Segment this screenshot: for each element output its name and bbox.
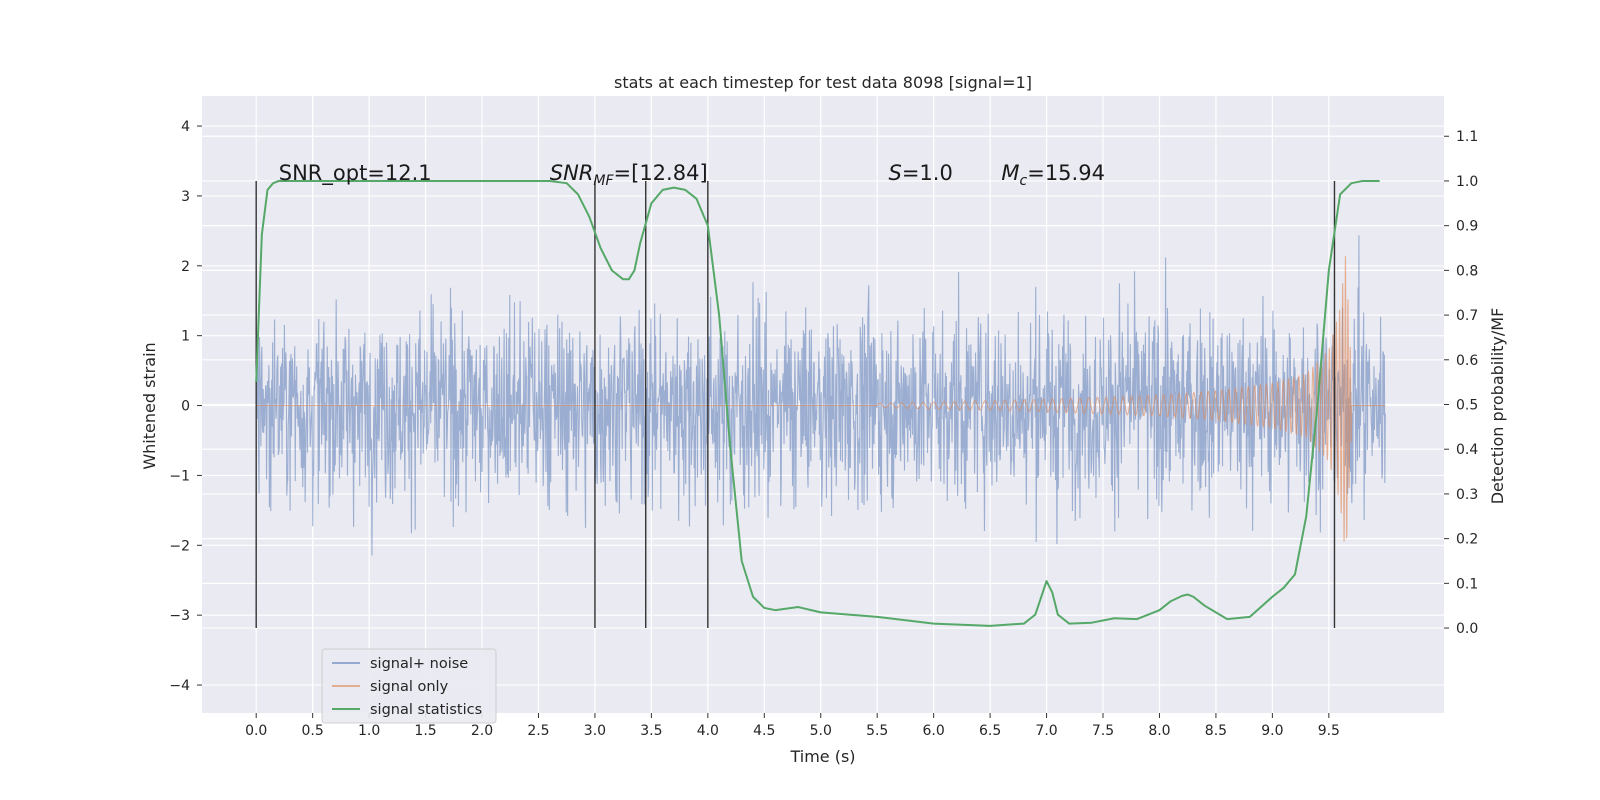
yr-tick-label-2: 0.2 <box>1456 532 1478 548</box>
noise-line <box>255 235 1386 556</box>
vertical-markers <box>255 180 1336 629</box>
yr-tick-label-3: 0.3 <box>1456 487 1478 503</box>
yl-tick-label-7: 3 <box>181 189 190 205</box>
x-tick-label-13: 6.5 <box>979 723 1001 739</box>
yr-tick-label-11: 1.1 <box>1456 129 1478 145</box>
noise-trace <box>255 235 1386 556</box>
yr-tick-label-8: 0.8 <box>1456 263 1478 279</box>
yr-tick-label-4: 0.4 <box>1456 442 1478 458</box>
signal-line <box>256 255 1386 542</box>
y-axis-right-ticks: 0.0 0.1 0.2 0.3 0.4 0.5 0.6 0.7 0.8 0.9 1.0 1.1 <box>1444 129 1478 637</box>
x-tick-label-14: 7.0 <box>1035 723 1057 739</box>
yr-tick-label-0: 0.0 <box>1456 621 1478 637</box>
x-tick-label-15: 7.5 <box>1092 723 1114 739</box>
x-tick-label-1: 0.5 <box>302 723 324 739</box>
yr-tick-label-5: 0.5 <box>1456 398 1478 414</box>
x-tick-label-5: 2.5 <box>527 723 549 739</box>
yl-tick-label-4: 0 <box>181 399 190 415</box>
x-tick-label-17: 8.5 <box>1205 723 1227 739</box>
legend-box <box>321 648 497 724</box>
y-axis-right-title: Detection probability/MF <box>1488 308 1507 505</box>
yl-tick-label-0: −4 <box>169 678 190 694</box>
statistics-trace <box>255 179 1380 627</box>
annotation-2: S=1.0 <box>888 161 952 185</box>
yl-tick-label-1: −3 <box>169 608 190 624</box>
x-tick-label-18: 9.0 <box>1261 723 1283 739</box>
annotations: SNR_opt=12.1 SNRMF=[12.84] S=1.0 Mc=15.94 <box>279 161 1105 189</box>
x-tick-label-16: 8.0 <box>1148 723 1170 739</box>
annotation-1: SNRMF=[12.84] <box>550 161 708 189</box>
y-axis-left-title: Whitened strain <box>140 342 159 469</box>
x-tick-label-3: 1.5 <box>414 723 436 739</box>
x-tick-label-6: 3.0 <box>584 723 606 739</box>
legend-label-statistics: signal statistics <box>370 702 482 718</box>
yl-tick-label-6: 2 <box>181 259 190 275</box>
x-tick-label-2: 1.0 <box>358 723 380 739</box>
yr-tick-label-10: 1.0 <box>1456 174 1478 190</box>
yr-tick-label-9: 0.9 <box>1456 219 1478 235</box>
y-axis-left-ticks: −4 −3 −2 −1 0 1 2 3 4 <box>169 119 202 694</box>
legend: signal+ noise signal only signal statist… <box>321 648 497 724</box>
annotation-0: SNR_opt=12.1 <box>279 161 432 186</box>
x-tick-label-9: 4.5 <box>753 723 775 739</box>
legend-label-signal: signal only <box>370 679 449 695</box>
yl-tick-label-2: −2 <box>169 538 190 554</box>
x-tick-label-0: 0.0 <box>245 723 267 739</box>
x-tick-label-19: 9.5 <box>1318 723 1340 739</box>
statistics-line <box>255 179 1380 627</box>
signal-trace <box>256 255 1386 542</box>
yl-tick-label-5: 1 <box>181 329 190 345</box>
x-tick-label-4: 2.0 <box>471 723 493 739</box>
x-axis-title: Time (s) <box>789 747 855 766</box>
x-tick-label-12: 6.0 <box>923 723 945 739</box>
yl-tick-label-8: 4 <box>181 119 190 135</box>
yl-tick-label-3: −1 <box>169 468 190 484</box>
x-tick-label-7: 3.5 <box>640 723 662 739</box>
yr-tick-label-7: 0.7 <box>1456 308 1478 324</box>
yr-tick-label-1: 0.1 <box>1456 576 1478 592</box>
legend-label-noise: signal+ noise <box>370 656 468 672</box>
yr-tick-label-6: 0.6 <box>1456 353 1478 369</box>
chart-title: stats at each timestep for test data 809… <box>614 73 1032 92</box>
x-tick-label-11: 5.5 <box>866 723 888 739</box>
annotation-3: Mc=15.94 <box>1001 161 1105 189</box>
x-tick-label-10: 5.0 <box>810 723 832 739</box>
x-tick-label-8: 4.0 <box>697 723 719 739</box>
x-axis-ticks: 0.0 0.5 1.0 1.5 2.0 2.5 3.0 3.5 4.0 4.5 5.0 5.5 6.0 6… <box>245 713 1340 739</box>
